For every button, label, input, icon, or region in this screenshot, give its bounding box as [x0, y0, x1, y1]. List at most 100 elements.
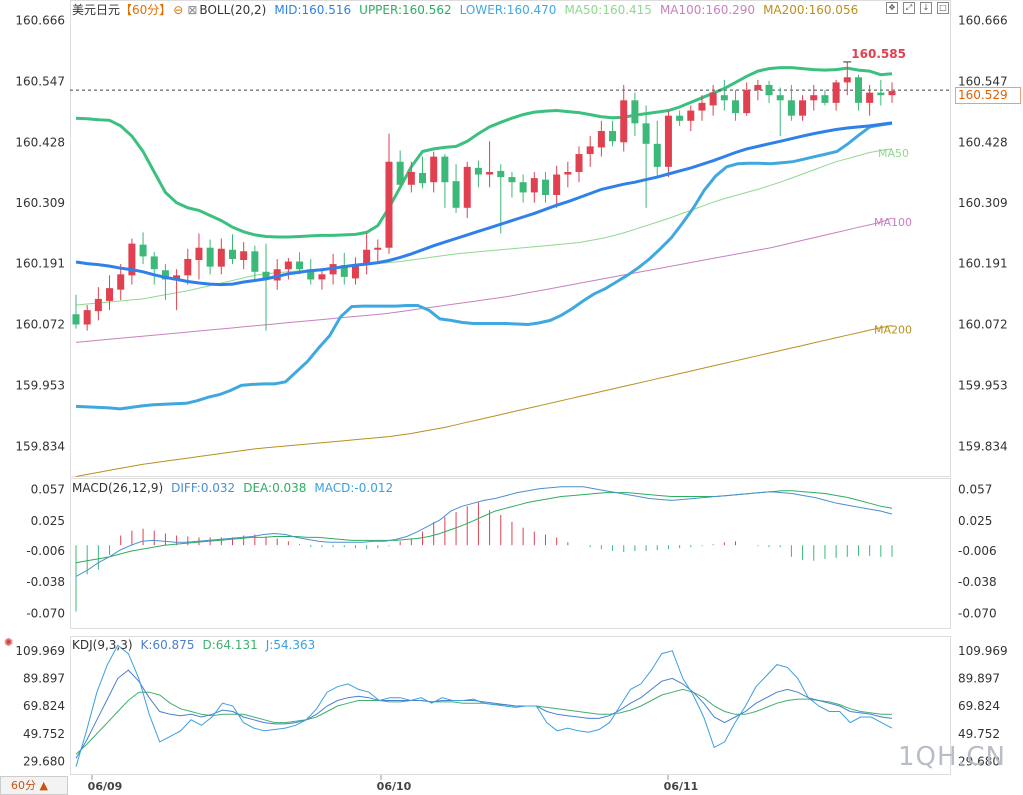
candle-body — [821, 95, 829, 103]
x-tick-label: 06/10 — [377, 780, 412, 793]
candle-body — [106, 288, 114, 301]
boll-upper-line — [75, 66, 893, 239]
candle-body — [262, 271, 270, 280]
candle-body — [553, 174, 561, 195]
boll-label[interactable]: BOLL(20,2) — [199, 3, 267, 17]
minus-icon[interactable]: ⊖ — [173, 3, 184, 17]
macd-y-tick-left: -0.070 — [26, 606, 65, 620]
macd-y-tick-right: -0.070 — [958, 606, 997, 620]
candle-body — [787, 100, 795, 116]
candle-body — [273, 269, 281, 281]
macd-value: MACD:-0.012 — [314, 481, 394, 495]
current-price-tag: 160.529 — [955, 87, 1021, 104]
kdj-j: J:54.363 — [265, 638, 316, 652]
y-tick-right: 160.309 — [958, 196, 1008, 210]
download-icon[interactable]: ↓ — [920, 2, 932, 14]
candle-body — [541, 179, 549, 195]
candle-body — [139, 244, 147, 257]
kdj-k-line — [75, 669, 893, 759]
candle-body — [799, 100, 807, 116]
kdj-d: D:64.131 — [202, 638, 258, 652]
symbol-title: 美元日元 — [72, 3, 121, 17]
image-icon[interactable]: ⊠ — [187, 3, 198, 17]
candle-body — [463, 166, 471, 208]
dea-line — [75, 490, 893, 564]
candle-body — [307, 269, 315, 280]
watermark-logo: 1QH.CN — [898, 742, 1006, 772]
candle-body — [161, 270, 169, 280]
y-tick-right: 159.953 — [958, 378, 1008, 392]
candle-body — [486, 171, 494, 175]
candle-body — [94, 298, 102, 312]
kdj-d-line — [75, 688, 892, 755]
kdj-label[interactable]: KDJ(9,3,3) — [72, 638, 133, 652]
candle-body — [687, 110, 695, 121]
main-header: 美元日元【60分】 ⊖ ⊠ BOLL(20,2) MID:160.516 UPPER:16… — [72, 3, 866, 17]
candle-body — [810, 95, 818, 101]
candle-body — [474, 167, 482, 175]
candle-body — [776, 95, 784, 101]
macd-label[interactable]: MACD(26,12,9) — [72, 481, 164, 495]
boll-mid: MID:160.516 — [274, 3, 352, 17]
ma100-label: MA100 — [874, 216, 912, 229]
macd-y-tick-right: -0.006 — [958, 544, 997, 558]
expand-icon[interactable]: ⤢ — [903, 2, 915, 14]
kdj-header: KDJ(9,3,3) K:60.875 D:64.131 J:54.363 — [72, 638, 323, 652]
candle-body — [877, 92, 885, 96]
candle-body — [709, 92, 717, 106]
boll-upper: UPPER:160.562 — [359, 3, 452, 17]
candle-body — [765, 84, 773, 96]
candle-body — [318, 274, 326, 280]
candle-body — [664, 115, 672, 167]
candle-body — [430, 156, 438, 183]
macd-y-tick-right: 0.057 — [958, 483, 992, 497]
candle-body — [832, 82, 840, 103]
ma200-value: MA200:160.056 — [763, 3, 859, 17]
kdj-y-tick-left: 109.969 — [15, 644, 65, 658]
period-label[interactable]: 【60分】 — [120, 3, 172, 17]
y-tick-left: 160.547 — [15, 74, 65, 88]
y-tick-right: 159.834 — [958, 439, 1008, 453]
kdj-j-line — [75, 644, 893, 767]
main-panel-frame — [70, 0, 951, 477]
candle-body — [575, 154, 583, 172]
y-tick-left: 159.834 — [15, 439, 65, 453]
candle-body — [519, 182, 527, 193]
y-tick-left: 160.309 — [15, 196, 65, 210]
y-tick-left: 160.072 — [15, 317, 65, 331]
y-tick-left: 159.953 — [15, 378, 65, 392]
macd-dea: DEA:0.038 — [243, 481, 307, 495]
kdj-y-tick-right: 49.752 — [958, 727, 1000, 741]
y-tick-right: 160.666 — [958, 13, 1008, 27]
kdj-y-tick-left: 69.824 — [23, 699, 65, 713]
macd-panel-frame — [70, 478, 951, 629]
kdj-panel-frame — [70, 636, 951, 775]
candle-body — [854, 77, 862, 103]
diff-line — [75, 486, 893, 577]
macd-y-tick-left: 0.025 — [31, 514, 65, 528]
kdj-y-tick-right: 29.680 — [958, 755, 1000, 769]
candle-body — [385, 161, 393, 248]
x-tick-label: 06/09 — [88, 780, 123, 793]
candle-body — [698, 102, 706, 111]
move-icon[interactable]: ✥ — [886, 2, 898, 14]
candle-body — [396, 161, 404, 185]
ma50-value: MA50:160.415 — [564, 3, 652, 17]
ma200-line — [75, 325, 893, 477]
macd-y-tick-left: -0.038 — [26, 575, 65, 589]
period-selector-button[interactable]: 60分 ▲ — [0, 776, 68, 795]
settings-icon[interactable]: ✺ — [4, 636, 14, 649]
candle-body — [83, 310, 91, 325]
candle-body — [508, 177, 516, 183]
candle-body — [843, 77, 851, 83]
y-tick-right: 160.191 — [958, 257, 1008, 271]
kdj-y-tick-left: 89.897 — [23, 672, 65, 686]
candle-body — [732, 100, 740, 114]
fullscreen-icon[interactable]: □ — [937, 2, 949, 14]
macd-diff: DIFF:0.032 — [171, 481, 236, 495]
high-price-label: 160.585 — [851, 47, 906, 61]
x-tick-label: 06/11 — [664, 780, 699, 793]
kdj-y-tick-right: 69.824 — [958, 699, 1000, 713]
candle-body — [240, 251, 248, 260]
